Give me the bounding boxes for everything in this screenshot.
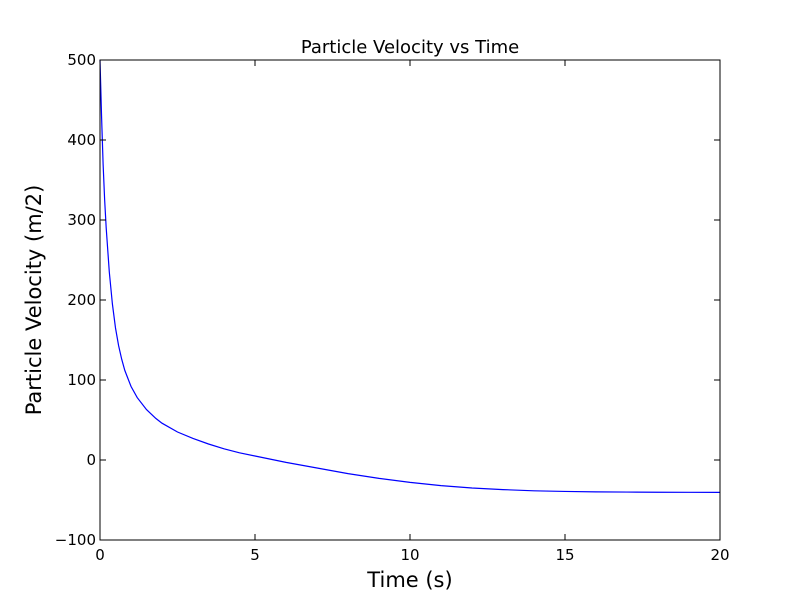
y-tick-label: 400: [67, 131, 96, 149]
x-tick-label: 10: [400, 546, 419, 564]
y-tick-label: 100: [67, 371, 96, 389]
x-tick-label: 5: [250, 546, 260, 564]
x-axis-title: Time (s): [366, 568, 452, 592]
y-axis-title: Particle Velocity (m/2): [22, 185, 46, 416]
x-tick-label: 20: [710, 546, 729, 564]
x-tick-label: 15: [555, 546, 574, 564]
plot-frame: [99, 59, 721, 541]
chart-title: Particle Velocity vs Time: [301, 37, 519, 58]
y-tick-label: 500: [67, 51, 96, 69]
y-tick-label: −100: [55, 531, 96, 549]
x-tick-label: 0: [95, 546, 105, 564]
y-tick-label: 300: [67, 211, 96, 229]
plot-area: [99, 59, 721, 493]
series-line-0: [99, 59, 721, 493]
y-tick-label: 0: [86, 451, 96, 469]
y-tick-label: 200: [67, 291, 96, 309]
